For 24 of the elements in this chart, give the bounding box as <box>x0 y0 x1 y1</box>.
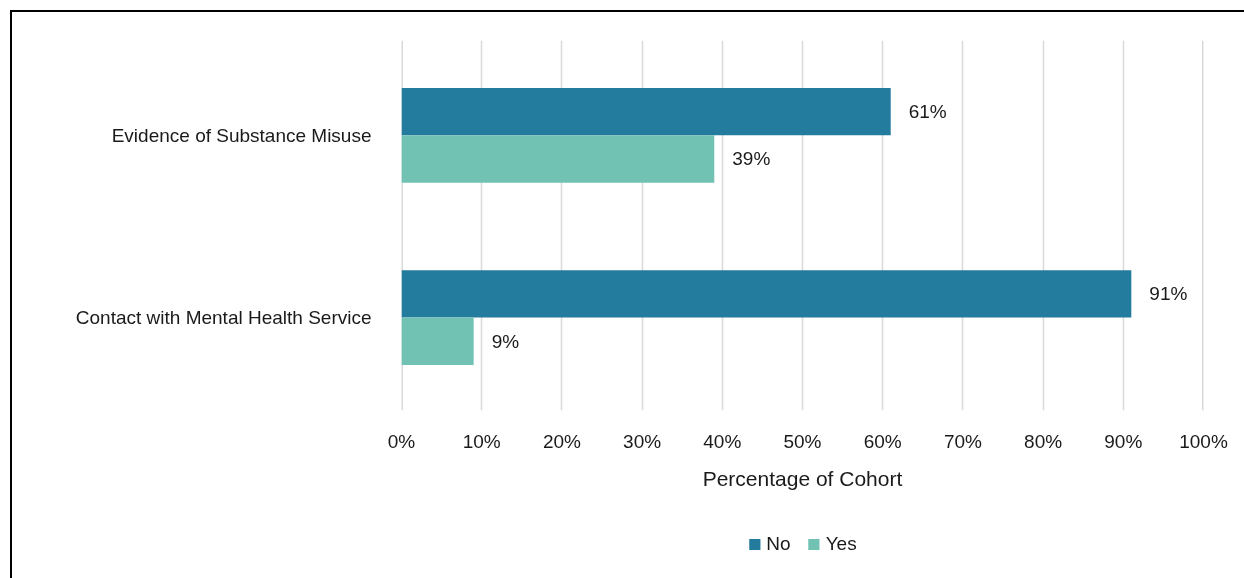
legend-label: No <box>766 533 791 555</box>
x-tick-label: 100% <box>1179 430 1228 452</box>
x-tick-label: 10% <box>462 430 501 452</box>
x-tick-label: 90% <box>1104 430 1143 452</box>
x-tick-label: 40% <box>703 430 742 452</box>
bar <box>401 270 1132 318</box>
legend-label: Yes <box>825 533 857 555</box>
data-label: 91% <box>1149 283 1188 305</box>
x-tick-label: 50% <box>783 430 822 452</box>
x-tick-label: 80% <box>1024 430 1063 452</box>
data-label: 61% <box>908 101 947 123</box>
bar <box>401 317 474 365</box>
x-tick-label: 0% <box>387 430 416 452</box>
y-tick-label: Evidence of Substance Misuse <box>111 124 372 146</box>
y-tick-label: Contact with Mental Health Service <box>75 307 372 329</box>
data-label: 39% <box>732 148 771 170</box>
bar <box>401 87 891 136</box>
x-tick-label: 20% <box>542 430 582 452</box>
x-tick-label: 70% <box>943 430 983 452</box>
bar <box>401 135 715 183</box>
x-tick-label: 60% <box>863 430 902 452</box>
data-label: 9% <box>491 330 520 352</box>
x-tick-label: 30% <box>623 430 662 452</box>
x-axis-title: Percentage of Cohort <box>702 466 903 490</box>
